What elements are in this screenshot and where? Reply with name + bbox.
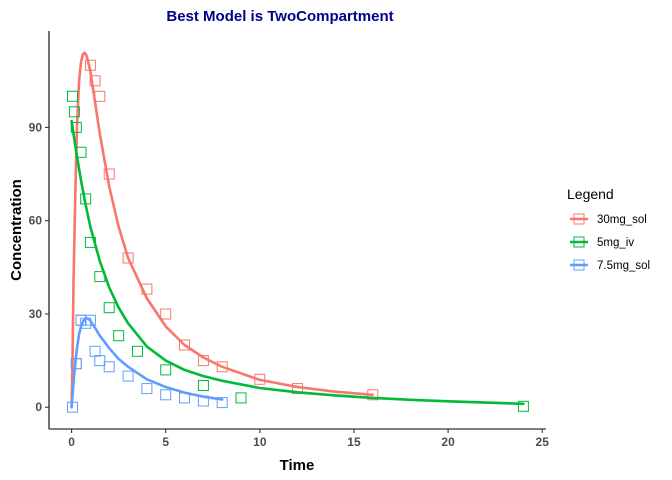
legend-label: 30mg_sol bbox=[597, 214, 647, 226]
chart-title: Best Model is TwoCompartment bbox=[166, 8, 393, 25]
y-axis-title: Concentration bbox=[8, 179, 25, 281]
x-tick-label: 0 bbox=[68, 435, 75, 449]
data-point bbox=[197, 380, 209, 391]
data-point bbox=[84, 236, 96, 248]
data-point bbox=[103, 168, 115, 180]
legend-key-square bbox=[573, 236, 585, 248]
data-point bbox=[160, 308, 172, 320]
fit-line bbox=[70, 119, 525, 406]
data-point bbox=[94, 355, 106, 367]
data-point bbox=[160, 364, 172, 376]
data-point bbox=[122, 370, 134, 382]
y-tick-label: 60 bbox=[29, 214, 43, 228]
data-point bbox=[67, 401, 78, 413]
data-point bbox=[132, 345, 143, 357]
data-point bbox=[70, 121, 82, 133]
legend: Legend 30mg_sol 5mg_iv 7.5mg_sol bbox=[567, 186, 650, 272]
data-point bbox=[84, 59, 96, 71]
series-7.5mg_sol bbox=[67, 314, 228, 413]
legend-key-square bbox=[573, 259, 585, 271]
data-point bbox=[113, 330, 125, 342]
data-point bbox=[68, 106, 80, 118]
series-5mg_iv bbox=[67, 90, 529, 412]
data-point bbox=[75, 146, 87, 158]
data-point bbox=[84, 314, 96, 326]
series-30mg_sol bbox=[70, 51, 379, 409]
legend-label: 7.5mg_sol bbox=[597, 260, 650, 272]
x-tick-label: 5 bbox=[162, 435, 169, 449]
data-point bbox=[67, 90, 78, 102]
legend-label: 5mg_iv bbox=[597, 237, 634, 249]
data-point bbox=[89, 345, 101, 357]
legend-key-square bbox=[573, 213, 585, 225]
data-point bbox=[367, 389, 379, 401]
data-point bbox=[216, 397, 228, 409]
fit-line bbox=[70, 51, 375, 409]
legend-key-5mg_iv bbox=[570, 236, 588, 248]
data-point bbox=[254, 373, 266, 385]
legend-key-30mg_sol bbox=[570, 213, 588, 225]
data-point bbox=[103, 302, 115, 314]
data-point bbox=[89, 75, 101, 87]
data-point bbox=[122, 252, 134, 264]
data-point bbox=[197, 395, 209, 407]
data-point bbox=[517, 400, 529, 412]
legend-title: Legend bbox=[567, 186, 614, 202]
y-tick-label: 0 bbox=[35, 400, 42, 414]
x-tick-label: 10 bbox=[253, 435, 267, 449]
data-point bbox=[179, 392, 190, 404]
data-point bbox=[80, 193, 92, 205]
x-tick-label: 25 bbox=[536, 435, 550, 449]
data-point bbox=[179, 339, 190, 351]
plot-area bbox=[67, 51, 529, 413]
y-tick-label: 30 bbox=[29, 307, 43, 321]
x-axis-title: Time bbox=[280, 457, 315, 474]
x-axis: 0 5 10 15 20 25 bbox=[49, 428, 550, 449]
data-point bbox=[94, 271, 106, 283]
legend-key-7.5mg_sol bbox=[570, 259, 588, 271]
data-point bbox=[216, 361, 228, 373]
data-point bbox=[141, 383, 153, 395]
data-point bbox=[103, 361, 115, 373]
data-point bbox=[141, 283, 153, 295]
y-tick-label: 90 bbox=[29, 120, 43, 134]
data-point bbox=[160, 389, 172, 401]
data-point bbox=[94, 90, 106, 102]
data-point bbox=[235, 392, 247, 404]
data-point bbox=[70, 358, 82, 370]
x-tick-label: 15 bbox=[347, 435, 361, 449]
data-point bbox=[197, 355, 209, 367]
x-tick-label: 20 bbox=[441, 435, 455, 449]
y-axis: 0 30 60 90 bbox=[29, 31, 50, 429]
